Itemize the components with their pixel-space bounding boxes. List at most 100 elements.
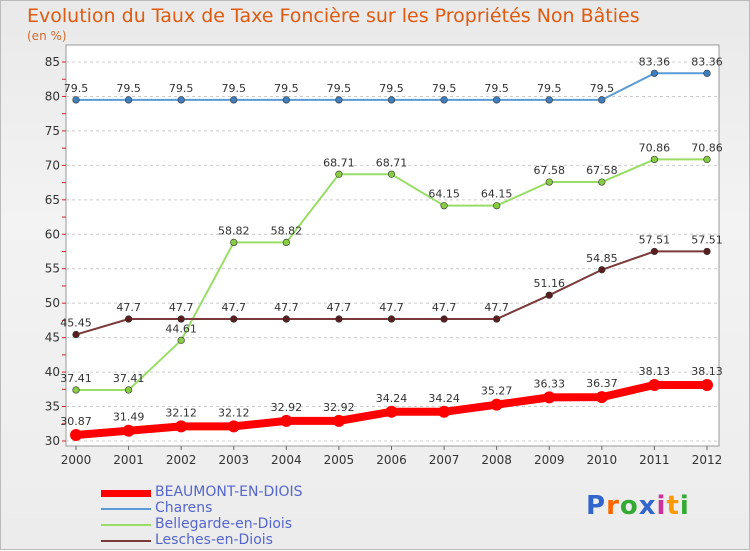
data-point — [598, 266, 606, 274]
data-label: 47.7 — [432, 301, 457, 314]
data-point — [543, 391, 556, 404]
data-point — [230, 96, 238, 104]
data-point — [282, 238, 290, 247]
data-label: 67.58 — [586, 164, 618, 177]
data-label: 35.27 — [481, 385, 513, 398]
data-point — [387, 170, 396, 178]
data-point — [493, 315, 501, 323]
data-label: 64.15 — [481, 188, 513, 201]
data-point — [493, 202, 501, 210]
legend-label: Charens — [155, 500, 213, 516]
y-tick-label: 50 — [45, 296, 60, 310]
logo-letter: x — [638, 491, 657, 521]
data-point — [177, 96, 185, 104]
y-tick-label: 80 — [45, 89, 60, 103]
data-label: 47.7 — [379, 301, 404, 314]
data-label: 58.82 — [218, 224, 250, 237]
data-point — [438, 405, 451, 418]
data-point — [177, 315, 185, 323]
data-point — [440, 96, 448, 104]
legend-label: Bellegarde-en-Diois — [155, 516, 293, 532]
logo-letter: i — [679, 491, 690, 521]
x-tick-label: 2012 — [692, 453, 723, 467]
data-point — [124, 315, 133, 323]
data-label: 54.85 — [586, 252, 618, 265]
logo-letter: i — [656, 491, 667, 521]
data-label: 58.82 — [271, 224, 303, 237]
data-label: 79.5 — [327, 82, 352, 95]
data-point — [490, 398, 503, 411]
data-label: 79.5 — [274, 82, 299, 95]
data-label: 57.51 — [639, 233, 671, 246]
data-label: 36.33 — [534, 377, 566, 390]
legend-label: BEAUMONT-EN-DIOIS — [155, 484, 303, 500]
data-point — [440, 315, 448, 323]
logo-letter: P — [586, 491, 607, 521]
data-label: 32.92 — [271, 401, 303, 414]
x-tick-label: 2010 — [587, 453, 618, 467]
chart-title: Evolution du Taux de Taxe Foncière sur l… — [27, 5, 640, 27]
data-point — [122, 424, 135, 437]
x-tick-label: 2006 — [376, 453, 407, 467]
data-label: 34.24 — [376, 392, 408, 405]
data-point — [595, 391, 608, 404]
data-label: 47.7 — [222, 301, 247, 314]
y-tick-label: 55 — [45, 262, 60, 276]
data-point — [701, 378, 713, 391]
y-tick-label: 30 — [45, 434, 60, 448]
data-point — [175, 420, 188, 433]
y-tick-label: 85 — [45, 55, 60, 69]
x-tick-label: 2000 — [61, 453, 92, 467]
data-point — [385, 405, 398, 418]
data-label: 47.7 — [169, 301, 194, 314]
data-label: 45.45 — [60, 317, 92, 330]
data-point — [124, 96, 133, 104]
data-point — [648, 378, 661, 391]
data-point — [440, 202, 448, 210]
data-label: 79.5 — [537, 82, 562, 95]
data-label: 79.5 — [432, 82, 457, 95]
data-point — [72, 330, 80, 339]
data-point — [387, 96, 396, 104]
data-label: 67.58 — [534, 164, 566, 177]
x-tick-label: 2003 — [218, 453, 249, 467]
data-point — [230, 315, 238, 323]
y-tick-label: 70 — [45, 158, 60, 172]
data-point — [703, 155, 711, 164]
data-label: 47.7 — [274, 301, 299, 314]
data-point — [280, 414, 293, 427]
logo-letter: r — [606, 491, 620, 521]
x-tick-label: 2004 — [271, 453, 302, 467]
data-point — [598, 178, 606, 186]
data-point — [650, 69, 659, 77]
data-label: 83.36 — [639, 55, 671, 68]
data-label: 51.16 — [534, 277, 566, 290]
data-point — [70, 429, 82, 442]
x-tick-label: 2005 — [324, 453, 355, 467]
data-label: 47.7 — [116, 301, 141, 314]
data-point — [282, 96, 290, 104]
data-label: 44.61 — [165, 322, 197, 335]
data-label: 68.71 — [323, 156, 355, 169]
data-label: 79.5 — [222, 82, 247, 95]
x-tick-label: 2008 — [481, 453, 512, 467]
data-label: 32.92 — [323, 401, 355, 414]
legend-swatch — [101, 540, 151, 542]
data-label: 79.5 — [169, 82, 194, 95]
data-label: 70.86 — [691, 141, 723, 154]
logo-letter: o — [619, 491, 639, 521]
data-label: 68.71 — [376, 156, 408, 169]
data-point — [545, 291, 553, 299]
data-point — [227, 420, 240, 433]
legend-swatch — [101, 524, 151, 526]
logo-letter: t — [666, 491, 680, 521]
y-tick-label: 65 — [45, 193, 60, 207]
data-point — [230, 238, 238, 247]
x-tick-label: 2001 — [113, 453, 144, 467]
data-label: 38.13 — [691, 365, 723, 378]
data-label: 30.87 — [60, 415, 92, 428]
y-tick-label: 75 — [45, 124, 60, 138]
data-point — [598, 96, 606, 104]
data-label: 79.5 — [379, 82, 404, 95]
